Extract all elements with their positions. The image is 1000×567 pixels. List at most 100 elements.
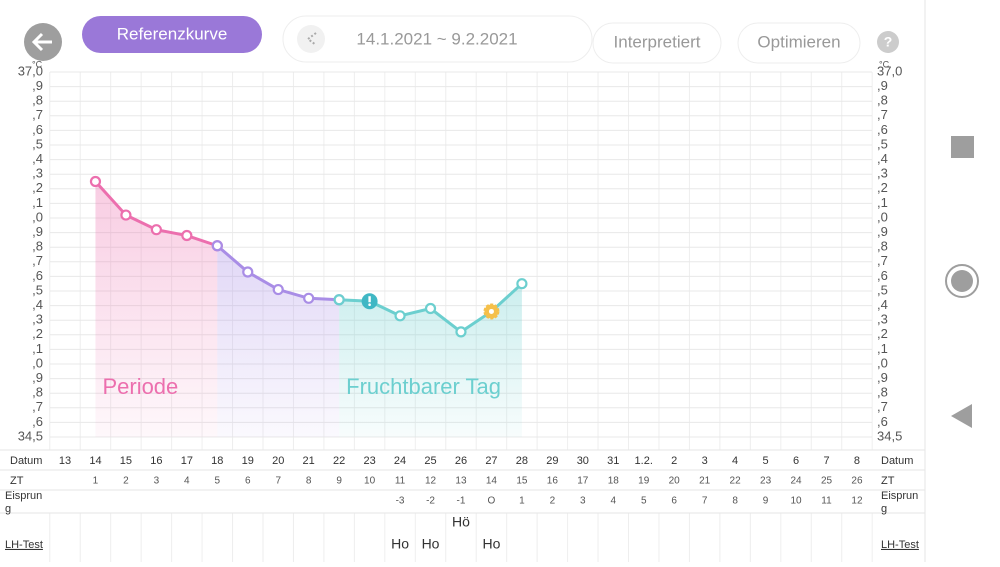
zt-label: 20 (669, 476, 681, 487)
zt-label: 13 (455, 476, 467, 487)
header: Referenzkurve 14.1.2021 ~ 9.2.2021 Inter… (24, 15, 899, 64)
zt-label: 9 (336, 476, 342, 487)
y2-tick-label: ,3 (877, 312, 888, 327)
y-tick-label: ,9 (32, 370, 43, 385)
y-tick-label: ,6 (32, 268, 43, 283)
interpret-label: Interpretiert (614, 32, 701, 51)
zt-label: 17 (577, 476, 589, 487)
y-tick-label: ,5 (32, 136, 43, 151)
y2-tick-label: ,7 (877, 107, 888, 122)
y-unit: °C (32, 59, 43, 69)
eisprung-label: 1 (519, 496, 525, 507)
point (211, 240, 223, 252)
zt-label: 5 (215, 476, 221, 487)
y-tick-label: ,8 (32, 239, 43, 254)
y2-tick-label: ,2 (877, 180, 888, 195)
eisprung-label: O (488, 496, 496, 507)
y2-tick-label: ,9 (877, 370, 888, 385)
x-tick-label: 15 (120, 455, 132, 467)
date-range: 14.1.2021 ~ 9.2.2021 (356, 29, 517, 48)
y-tick-label: ,6 (32, 414, 43, 429)
zt-label: 11 (395, 476, 406, 487)
help-button[interactable] (877, 31, 899, 53)
eisprung-label: 4 (610, 496, 616, 507)
y2-tick-label: ,8 (877, 93, 888, 108)
x-tick-label: 16 (150, 455, 162, 467)
y2-unit: °C (879, 59, 890, 69)
y-tick-label: ,9 (32, 224, 43, 239)
y-tick-label: ,8 (32, 385, 43, 400)
row-label-part: Eisprun (881, 490, 918, 502)
x-tick-label: 13 (59, 455, 71, 467)
y2-tick-label: ,9 (877, 78, 888, 93)
nav-recent[interactable] (951, 136, 974, 158)
x-tick-label: 23 (363, 455, 375, 467)
y-tick-label: ,7 (32, 253, 43, 268)
y2-tick-label: 37,0 (877, 63, 902, 78)
area-label: Periode (102, 374, 178, 399)
x-tick-label: 31 (607, 455, 619, 467)
area (95, 181, 218, 437)
point (272, 283, 284, 296)
row-label: Eisprun g (881, 490, 918, 515)
y2-tick-label: 34,5 (877, 428, 902, 443)
area (217, 245, 340, 437)
row-label: ZT (881, 475, 895, 487)
y-tick-label: ,0 (32, 355, 43, 370)
row-label: Eisprun g (5, 490, 42, 515)
y2-tick-label: ,0 (877, 355, 888, 370)
y2-tick-label: ,7 (877, 253, 888, 268)
eisprung-label: -2 (426, 496, 435, 507)
y-tick-label: ,3 (32, 166, 43, 181)
eisprung-label: -1 (457, 496, 466, 507)
point (120, 209, 132, 221)
point (150, 224, 162, 236)
zt-label: 1 (93, 476, 99, 487)
zt-label: 25 (821, 476, 833, 487)
title: Referenzkurve (117, 24, 228, 43)
zt-label: 14 (486, 476, 498, 487)
area-label: Fruchtbarer Tag (346, 374, 501, 399)
y-tick-label: ,7 (32, 107, 43, 122)
y2-tick-label: ,8 (877, 239, 888, 254)
nav-home (951, 270, 973, 292)
ovulation-center (488, 308, 494, 314)
eisprung-label: 6 (671, 496, 677, 507)
y2-tick-label: ,5 (877, 136, 888, 151)
interpret-button[interactable] (592, 22, 722, 64)
y-tick-label: ,1 (32, 195, 43, 210)
point (424, 302, 437, 315)
x-tick-label: 6 (793, 455, 799, 467)
zt-label: 18 (608, 476, 620, 487)
zt-label: 26 (851, 476, 863, 487)
x-tick-label: 18 (211, 455, 223, 467)
title-pill[interactable] (82, 16, 262, 53)
nav-home-ring[interactable] (945, 264, 979, 298)
y-tick-label: ,6 (32, 122, 43, 137)
y-tick-label: ,1 (32, 341, 43, 356)
help-label: ? (884, 34, 893, 50)
y-tick-label: 34,5 (18, 428, 43, 443)
y2-tick-label: ,1 (877, 195, 888, 210)
x-tick-label: 5 (763, 455, 769, 467)
x-tick-label: 4 (732, 455, 738, 467)
x-tick-label: 24 (394, 455, 406, 467)
y2-tick-label: ,9 (877, 224, 888, 239)
y2-tick-label: ,1 (877, 341, 888, 356)
zt-label: 7 (275, 476, 281, 487)
y-tick-label: ,0 (32, 209, 43, 224)
date-box[interactable] (282, 15, 593, 63)
eisprung-label: 7 (702, 496, 708, 507)
eisprung-label: -3 (396, 496, 405, 507)
lh-label: Hö (452, 514, 470, 530)
y-tick-label: ,9 (32, 78, 43, 93)
zt-label: 10 (364, 476, 376, 487)
y2-tick-label: ,6 (877, 268, 888, 283)
row-label: LH-Test (5, 539, 43, 551)
row-label-part: g (5, 503, 11, 515)
y2-tick-label: ,6 (877, 414, 888, 429)
nav-back[interactable] (951, 404, 972, 428)
optimize-button[interactable] (737, 22, 861, 64)
back-icon (31, 32, 52, 52)
